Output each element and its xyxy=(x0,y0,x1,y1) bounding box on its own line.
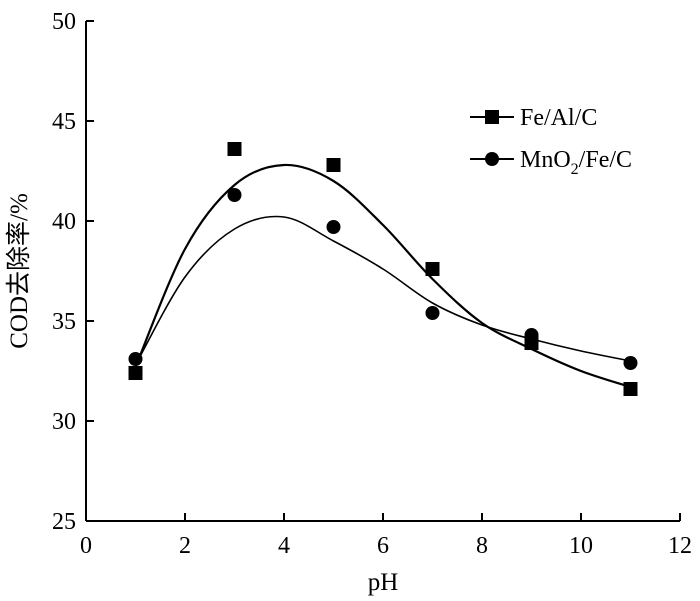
data-point-square xyxy=(623,382,638,396)
y-tick-label: 40 xyxy=(52,209,76,235)
fit-curve-circle xyxy=(134,215,631,366)
y-tick-label: 35 xyxy=(52,309,76,335)
data-point-square xyxy=(128,366,143,380)
legend-label: Fe/Al/C xyxy=(520,105,597,131)
x-tick-label: 6 xyxy=(377,533,389,559)
data-point-circle xyxy=(524,328,539,342)
y-tick-label: 25 xyxy=(52,509,76,535)
x-tick-label: 12 xyxy=(668,533,692,559)
x-tick-label: 0 xyxy=(80,533,92,559)
y-tick-label: 45 xyxy=(52,109,76,135)
data-point-circle xyxy=(326,220,341,234)
fit-curve-square xyxy=(134,163,631,389)
data-point-circle xyxy=(425,306,440,320)
data-markers xyxy=(128,142,638,396)
x-tick-label: 2 xyxy=(179,533,191,559)
data-point-circle xyxy=(227,188,242,202)
legend: Fe/Al/C MnO2/Fe/C xyxy=(470,105,632,178)
legend-marker-square xyxy=(485,110,499,124)
x-tick-label: 4 xyxy=(278,533,290,559)
y-axis-title: COD去除率/% xyxy=(5,193,33,349)
data-point-square xyxy=(227,142,242,156)
data-point-square xyxy=(326,158,341,172)
x-tick-label: 10 xyxy=(569,533,593,559)
legend-marker-circle xyxy=(485,152,499,166)
fit-curves xyxy=(134,163,631,389)
x-tick-label: 8 xyxy=(476,533,488,559)
ticks: 0 2 4 6 8 10 12 25 30 35 40 45 50 xyxy=(52,9,692,559)
x-axis-title: pH xyxy=(368,569,399,596)
data-point-circle xyxy=(623,356,638,370)
data-point-circle xyxy=(128,352,143,366)
y-tick-label: 30 xyxy=(52,409,76,435)
legend-label: MnO2/Fe/C xyxy=(520,147,632,178)
y-tick-label: 50 xyxy=(52,9,76,35)
data-point-square xyxy=(425,262,440,276)
